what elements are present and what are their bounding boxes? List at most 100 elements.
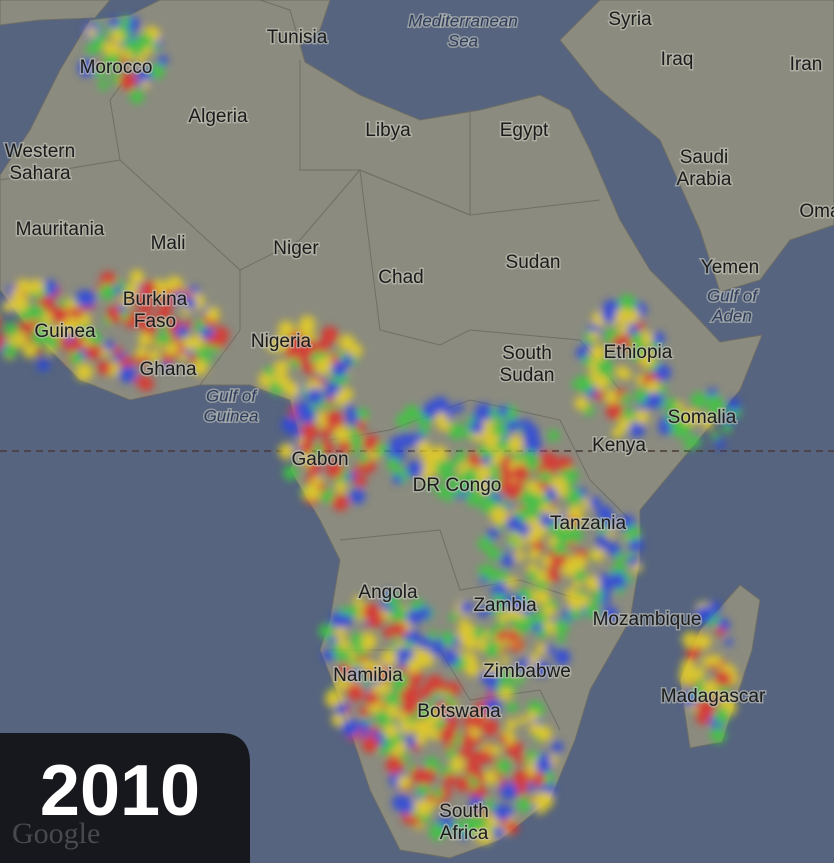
heat-spot (10, 294, 29, 313)
heat-spot (141, 80, 150, 89)
heat-spot (120, 16, 131, 27)
heat-spot (117, 303, 127, 313)
heat-spot (528, 548, 540, 561)
heat-spot (347, 604, 360, 617)
heat-spot (140, 280, 157, 298)
heat-spot (281, 416, 298, 434)
heat-spot (513, 662, 526, 674)
heat-spot (695, 605, 714, 624)
heat-spot (307, 461, 322, 475)
heat-spot (654, 364, 672, 381)
heat-spot (601, 597, 610, 606)
heat-spot (330, 612, 346, 628)
heat-spot (119, 310, 130, 321)
heat-spot (566, 526, 583, 543)
heat-spot (384, 723, 399, 738)
heat-spot (386, 594, 400, 608)
heat-spot (382, 626, 395, 639)
heat-spot (487, 527, 499, 539)
heat-spot (347, 471, 356, 481)
heat-spot (508, 576, 518, 587)
country-label: Western (5, 141, 75, 162)
country-label: Arabia (677, 169, 732, 190)
heat-spot (345, 410, 360, 425)
heat-spot (547, 429, 560, 442)
country-label: South (439, 801, 489, 822)
heat-spot (182, 336, 196, 351)
heat-spot (325, 460, 344, 479)
heat-spot (621, 369, 632, 380)
heat-spot (487, 628, 498, 639)
heat-spot (435, 718, 446, 729)
heat-spot (3, 343, 18, 359)
heat-spot (445, 748, 457, 759)
heat-spot (665, 397, 678, 410)
heat-spot (77, 59, 96, 77)
heat-spot (356, 408, 369, 421)
heat-spot (440, 631, 455, 646)
heat-spot (620, 334, 633, 347)
heat-spot (136, 54, 146, 65)
heat-spot (493, 593, 504, 604)
heat-spot (406, 460, 424, 478)
country-label: Chad (378, 267, 423, 288)
country-label: Nigeria (251, 331, 312, 352)
heat-spot (359, 706, 370, 717)
heat-spot (690, 392, 708, 409)
heat-spot (426, 674, 444, 692)
heat-spot (470, 715, 485, 730)
heat-spot (213, 335, 227, 348)
heat-spot (392, 474, 403, 485)
country-label: Sudan (506, 252, 561, 273)
heat-spot (448, 423, 466, 440)
heat-spot (523, 424, 539, 441)
country-label: Burkina (123, 289, 188, 310)
heat-spot (29, 279, 44, 294)
heat-spot (727, 398, 741, 411)
heat-spot (138, 376, 154, 392)
heat-spot (497, 405, 509, 417)
heat-spot (175, 325, 188, 338)
heat-spot (349, 343, 363, 358)
country-label: DR Congo (413, 475, 502, 496)
heat-spot (101, 348, 110, 357)
heat-spot (605, 402, 623, 420)
heat-spot (476, 749, 492, 765)
heat-spot (386, 456, 400, 471)
heat-spot (467, 452, 476, 461)
heat-spot (353, 595, 362, 604)
heat-spot (556, 633, 566, 644)
heat-spot (292, 428, 303, 439)
heat-spot (419, 425, 429, 436)
country-label: Niger (273, 238, 319, 259)
heat-spot (160, 296, 175, 310)
heat-spot (485, 671, 499, 686)
heat-spot (2, 300, 15, 313)
country-label: Mozambique (593, 609, 702, 630)
heat-spot (602, 299, 621, 318)
heat-spot (306, 387, 323, 405)
heat-spot (156, 305, 172, 321)
heat-spot (652, 331, 665, 345)
heat-spot (594, 390, 605, 401)
heat-spot (590, 344, 606, 360)
heat-spot (487, 683, 497, 693)
heat-spot (334, 391, 349, 406)
heat-spot (489, 409, 499, 419)
heat-spot (630, 332, 644, 347)
heat-spot (284, 382, 300, 398)
heat-spot (94, 65, 107, 79)
heat-spot (710, 727, 727, 744)
heat-spot (434, 700, 449, 715)
heat-spot (634, 409, 650, 424)
heat-spot (100, 271, 117, 288)
heat-spot (455, 776, 471, 792)
country-label: Africa (440, 823, 489, 844)
heat-spot (381, 650, 398, 667)
heat-spot (141, 320, 156, 335)
country-label: Angola (358, 582, 418, 603)
heat-spot (266, 341, 277, 352)
heat-spot (205, 306, 220, 322)
heat-spot (530, 527, 541, 538)
heat-spot (534, 725, 544, 736)
